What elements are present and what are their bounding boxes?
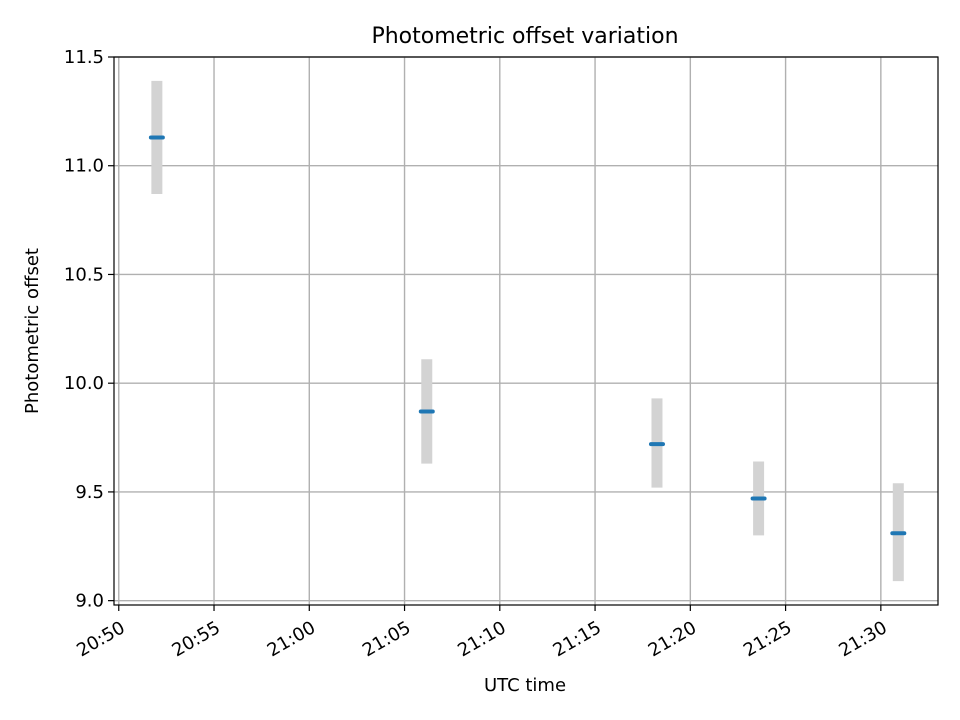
y-axis-ticks: 9.0 9.5 10.0 10.5 11.0 11.5	[64, 47, 114, 612]
x-tick-label: 21:15	[550, 617, 605, 661]
x-tick-label: 21:00	[264, 617, 319, 661]
x-tick-label: 21:30	[835, 617, 890, 661]
data-markers	[148, 135, 907, 536]
y-tick-label: 9.5	[75, 482, 104, 503]
x-tick-label: 20:55	[168, 617, 223, 661]
y-tick-label: 10.5	[64, 264, 104, 285]
x-axis-label: UTC time	[484, 675, 566, 696]
grid-lines	[114, 56, 938, 605]
y-tick-label: 10.0	[64, 373, 104, 394]
error-bars	[151, 80, 904, 582]
x-tick-label: 21:20	[645, 617, 700, 661]
x-axis-ticks: 20:50 20:55 21:00 21:05 21:10 21:15 21:20 21:25…	[73, 605, 891, 661]
y-axis-label: Photometric offset	[22, 248, 43, 414]
y-tick-label: 9.0	[75, 591, 104, 612]
chart-title: Photometric offset variation	[371, 24, 678, 49]
x-tick-label: 20:50	[73, 617, 128, 661]
plot-frame	[113, 56, 939, 606]
x-tick-label: 21:10	[454, 617, 509, 661]
x-tick-label: 21:05	[359, 617, 414, 661]
y-tick-label: 11.0	[64, 156, 104, 177]
y-tick-label: 11.5	[64, 47, 104, 68]
x-tick-label: 21:25	[740, 617, 795, 661]
